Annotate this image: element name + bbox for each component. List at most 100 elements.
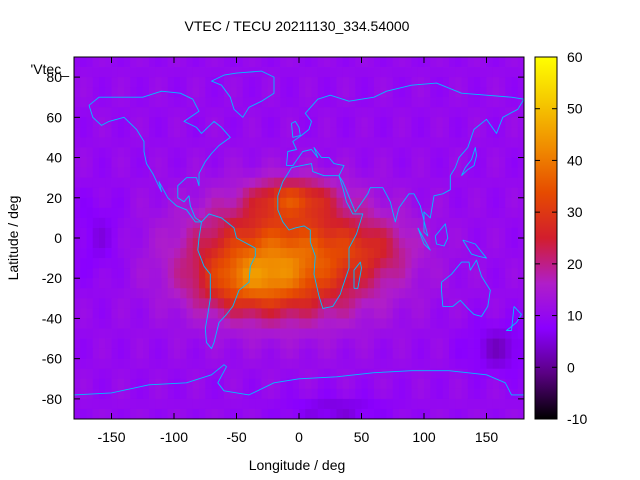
heatmap-cell: [467, 308, 475, 319]
heatmap-cell: [355, 348, 362, 360]
heatmap-cell: [461, 147, 469, 158]
heatmap-cell: [161, 227, 169, 239]
heatmap-cell: [374, 318, 381, 329]
heatmap-cell: [286, 67, 294, 78]
heatmap-cell: [367, 67, 375, 78]
heatmap-cell: [361, 167, 369, 179]
heatmap-cell: [124, 278, 131, 289]
heatmap-cell: [149, 258, 156, 269]
greenland-coastline: [211, 70, 275, 118]
heatmap-cell: [355, 217, 362, 229]
heatmap-cell: [392, 227, 400, 239]
x-tick-label: 0: [295, 429, 303, 445]
heatmap-cell: [230, 408, 237, 420]
heatmap-cell: [292, 87, 300, 98]
heatmap-cell: [74, 107, 81, 118]
heatmap-cell: [86, 127, 94, 138]
heatmap-cell: [517, 137, 525, 148]
heatmap-cell: [449, 77, 456, 88]
heatmap-cell: [80, 137, 87, 148]
heatmap-cell: [455, 378, 462, 390]
heatmap-cell: [142, 137, 150, 148]
heatmap-cell: [92, 348, 100, 360]
heatmap-cell: [499, 77, 506, 88]
heatmap-cell: [386, 187, 394, 199]
heatmap-cell: [492, 328, 500, 339]
heatmap-cell: [105, 147, 112, 158]
heatmap-cell: [336, 378, 344, 390]
heatmap-cell: [299, 197, 306, 209]
heatmap-cell: [517, 288, 525, 299]
heatmap-cell: [392, 117, 400, 128]
heatmap-cell: [505, 368, 512, 380]
heatmap-cell: [149, 288, 156, 299]
heatmap-cell: [461, 217, 469, 229]
heatmap-cell: [461, 57, 469, 68]
heatmap-cell: [199, 207, 206, 219]
heatmap-cell: [342, 368, 350, 380]
heatmap-cell: [505, 278, 512, 289]
heatmap-cell: [124, 308, 131, 319]
heatmap-cell: [86, 358, 94, 370]
heatmap-cell: [355, 77, 362, 88]
heatmap-cell: [224, 167, 231, 179]
heatmap-cell: [186, 167, 194, 179]
heatmap-cell: [474, 167, 481, 179]
heatmap-cell: [480, 57, 487, 68]
heatmap-cell: [311, 388, 319, 400]
heatmap-cell: [399, 157, 406, 169]
heatmap-cell: [167, 227, 175, 239]
heatmap-cell: [192, 127, 200, 138]
heatmap-cell: [192, 137, 200, 148]
heatmap-cell: [374, 348, 381, 360]
heatmap-cell: [230, 238, 237, 249]
heatmap-cell: [224, 388, 231, 400]
heatmap-cell: [136, 87, 144, 98]
heatmap-cell: [230, 177, 237, 189]
heatmap-cell: [242, 408, 250, 420]
heatmap-cell: [80, 338, 87, 350]
heatmap-cell: [305, 197, 312, 209]
heatmap-cell: [480, 87, 487, 98]
heatmap-cell: [267, 147, 275, 158]
heatmap-cell: [336, 147, 344, 158]
heatmap-cell: [199, 167, 206, 179]
heatmap-cell: [455, 97, 462, 108]
heatmap-cell: [499, 258, 506, 269]
heatmap-cell: [111, 238, 119, 249]
heatmap-cell: [355, 167, 362, 179]
heatmap-cell: [161, 77, 169, 88]
heatmap-cell: [286, 348, 294, 360]
heatmap-cell: [486, 87, 494, 98]
heatmap-cell: [455, 217, 462, 229]
heatmap-cell: [374, 97, 381, 108]
heatmap-cell: [211, 388, 219, 400]
heatmap-cell: [242, 197, 250, 209]
heatmap-cell: [267, 408, 275, 420]
heatmap-cell: [517, 238, 525, 249]
heatmap-cell: [336, 308, 344, 319]
heatmap-cell: [492, 197, 500, 209]
heatmap-cell: [442, 328, 450, 339]
heatmap-cell: [161, 348, 169, 360]
heatmap-cell: [361, 117, 369, 128]
heatmap-cell: [480, 147, 487, 158]
heatmap-cell: [511, 167, 519, 179]
heatmap-cell: [136, 268, 144, 279]
heatmap-cell: [399, 388, 406, 400]
heatmap-cell: [461, 308, 469, 319]
heatmap-cell: [405, 258, 412, 269]
heatmap-cell: [155, 187, 162, 199]
heatmap-cell: [80, 167, 87, 179]
heatmap-cell: [467, 207, 475, 219]
heatmap-cell: [167, 67, 175, 78]
heatmap-cell: [180, 378, 187, 390]
heatmap-cell: [205, 328, 212, 339]
heatmap-cell: [217, 127, 225, 138]
heatmap-cell: [80, 278, 87, 289]
heatmap-cell: [105, 187, 112, 199]
heatmap-cell: [149, 248, 156, 259]
heatmap-cell: [449, 368, 456, 380]
heatmap-cell: [224, 378, 231, 390]
heatmap-cell: [299, 268, 306, 279]
